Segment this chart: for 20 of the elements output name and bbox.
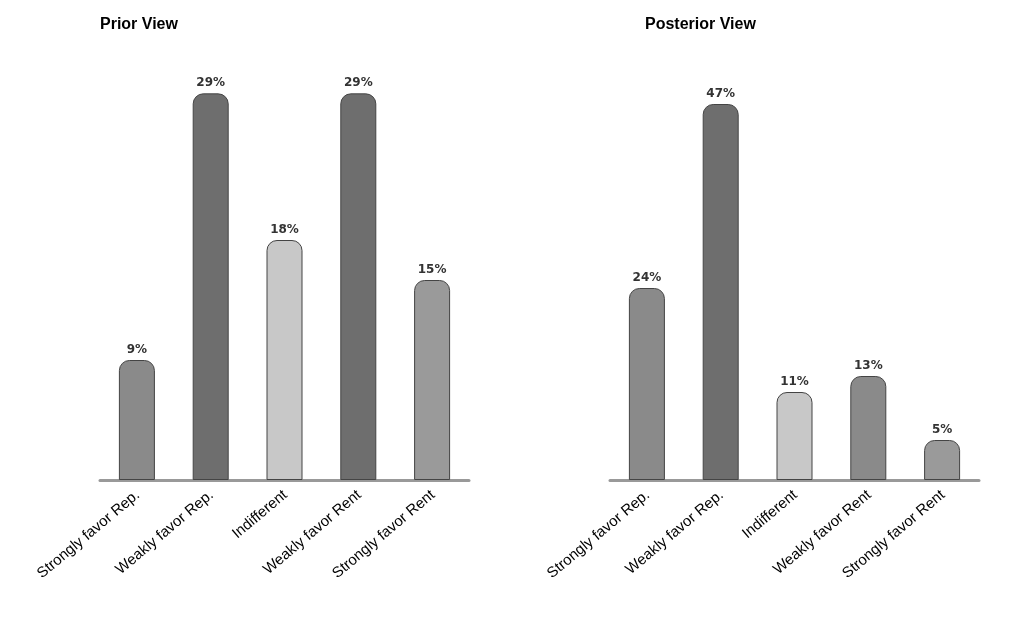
chart-title: Posterior View: [645, 14, 757, 32]
data-label: 11%: [780, 374, 809, 388]
bar: [628, 288, 665, 480]
data-label: 5%: [931, 422, 953, 436]
bar: [192, 93, 229, 480]
data-label: 24%: [632, 270, 662, 284]
bar: [266, 240, 303, 480]
bar: [118, 360, 155, 480]
data-label: 13%: [853, 358, 883, 372]
chart-title: Prior View: [100, 14, 179, 32]
bar: [702, 104, 739, 480]
data-label: 15%: [417, 262, 447, 276]
bar: [776, 392, 813, 480]
data-label: 29%: [343, 75, 373, 90]
data-label: 18%: [270, 222, 299, 236]
bar: [340, 93, 377, 480]
data-label: 9%: [126, 342, 148, 356]
bar: [850, 376, 887, 480]
data-label: 29%: [196, 75, 226, 90]
data-label: 47%: [706, 86, 736, 100]
